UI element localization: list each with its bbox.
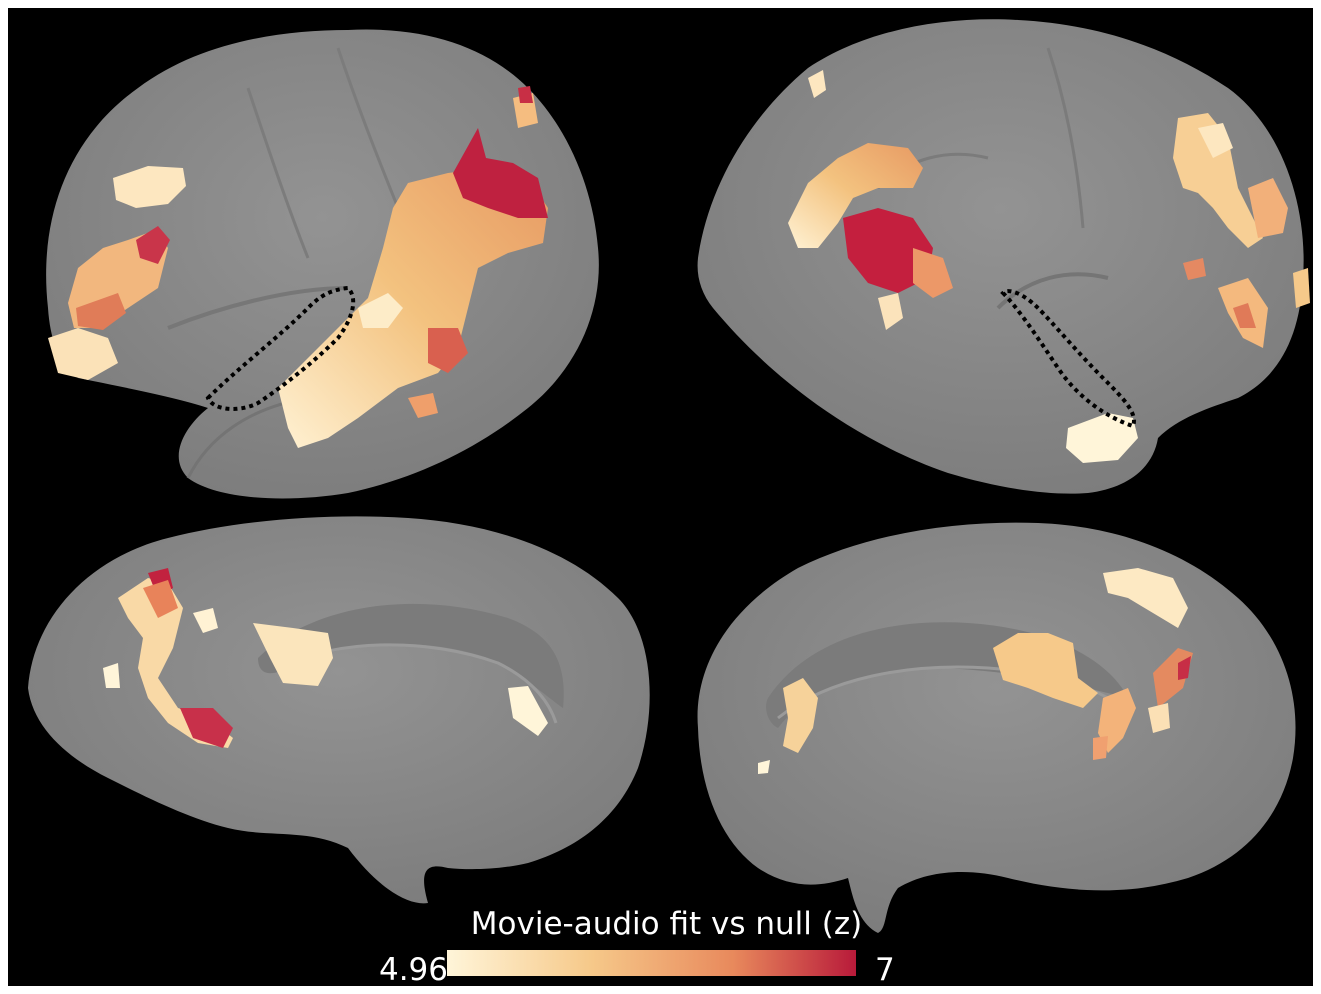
left-roi-outline: [205, 285, 356, 411]
left-lateral-hemisphere: [46, 29, 599, 499]
right-roi-outline: [1000, 289, 1136, 429]
colorbar-title: Movie-audio fit vs null (z): [470, 906, 863, 942]
colorbar-max-label: 7: [875, 952, 895, 986]
right-medial-activation: [758, 568, 1193, 774]
right-lateral-hemisphere: [697, 19, 1310, 494]
right-lateral-cortex: [697, 19, 1304, 494]
brain-surfaces: [28, 19, 1310, 976]
colorbar-gradient: [447, 950, 856, 976]
colorbar-min-label: 4.96: [378, 952, 448, 986]
figure-panel: Movie-audio fit vs null (z) 4.96 7: [8, 8, 1313, 986]
left-medial-cortex: [28, 516, 650, 904]
left-medial-activation: [103, 568, 548, 748]
left-medial-hemisphere: [28, 516, 650, 904]
left-lateral-activation: [48, 86, 548, 448]
right-medial-hemisphere: [697, 522, 1296, 933]
right-medial-cortex: [697, 522, 1296, 933]
right-lateral-activation: [788, 70, 1310, 463]
left-lateral-cortex: [46, 29, 599, 499]
